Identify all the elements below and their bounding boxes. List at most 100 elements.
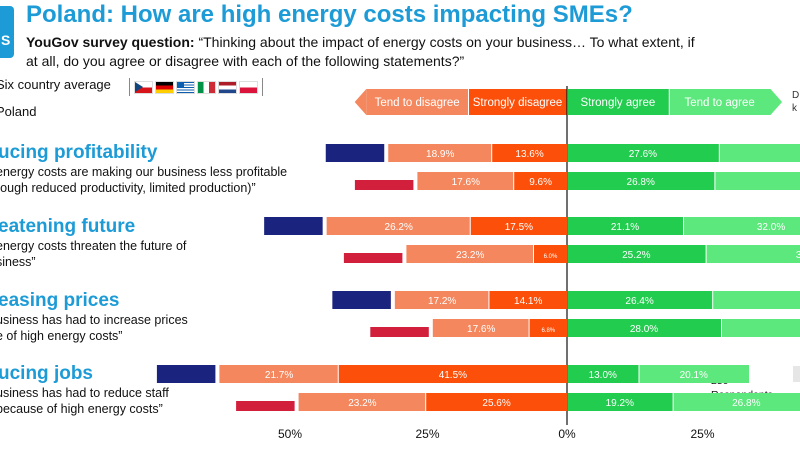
- label-tend-disagree: 21.7%: [265, 370, 293, 381]
- poland-marker: [343, 253, 403, 263]
- dutch-flag-icon: [219, 81, 236, 93]
- label-strongly-agree: 28.0%: [630, 324, 658, 335]
- category-title-future: eatening future: [0, 216, 136, 237]
- bar-strongly-agree: [568, 245, 706, 263]
- bar-strongly-disagree: [529, 319, 567, 337]
- six-country-marker: [264, 217, 323, 235]
- page-title: Poland: How are high energy costs impact…: [26, 1, 633, 28]
- six-country-marker: [156, 365, 216, 383]
- bar-strongly-agree: [568, 144, 719, 162]
- label-strongly-disagree: 6.0%: [544, 254, 558, 260]
- bar-tend-disagree: [394, 291, 489, 309]
- bar-tend-disagree: [432, 319, 529, 337]
- label-strongly-disagree: 25.6%: [482, 398, 510, 409]
- label-tend-disagree: 26.2%: [385, 222, 413, 233]
- bar-strongly-agree: [568, 319, 721, 337]
- bar-tend-agree: [706, 245, 800, 263]
- header-tend-disagree: [366, 89, 468, 115]
- italian-flag-icon: [198, 81, 215, 93]
- label-strongly-agree: 27.6%: [629, 149, 657, 160]
- respondents-note: 250 Respondents: [711, 375, 773, 401]
- german-flag-icon: [156, 81, 173, 93]
- legend-poland: Poland: [0, 104, 36, 119]
- poland-marker: [236, 401, 295, 411]
- bar-strongly-disagree: [534, 245, 567, 263]
- side-tab: [793, 219, 800, 235]
- label-strongly-disagree: 6.8%: [541, 328, 555, 334]
- side-tab: [793, 246, 800, 262]
- flag-list: [129, 78, 263, 96]
- x-tick-label: 25%: [690, 427, 714, 441]
- label-strongly-disagree: 41.5%: [439, 370, 467, 381]
- legend-poland-label: Poland: [0, 104, 37, 119]
- bar-strongly-agree: [568, 393, 673, 411]
- label-tend-disagree: 17.6%: [452, 177, 480, 188]
- bar-tend-disagree: [406, 245, 533, 263]
- bar-strongly-disagree: [489, 291, 567, 309]
- bar-tend-agree: [722, 319, 800, 337]
- bar-strongly-disagree: [338, 365, 567, 383]
- category-desc-prices: usiness has had to increase prices e of …: [0, 313, 188, 343]
- bar-tend-disagree: [298, 393, 426, 411]
- category-title-prices: easing prices: [0, 290, 120, 311]
- category-desc-future: energy costs threaten the future of sine…: [0, 239, 187, 269]
- x-tick-label: 25%: [415, 427, 439, 441]
- poland-marker: [370, 327, 429, 337]
- poland-marker: [354, 180, 414, 190]
- side-tab: [793, 146, 800, 162]
- bar-tend-disagree: [417, 172, 514, 190]
- bar-tend-agree: [719, 144, 800, 162]
- label-strongly-agree: 13.0%: [589, 370, 617, 381]
- header-strongly-agree: [568, 89, 669, 115]
- question-label: YouGov survey question:: [26, 34, 195, 50]
- label-tend-disagree: 17.6%: [467, 324, 495, 335]
- czech-flag-icon: [135, 81, 152, 93]
- bar-tend-agree: [684, 217, 800, 235]
- legend-six-country-label: Six country average: [0, 77, 111, 92]
- header-label-strongly-agree: Strongly agree: [580, 97, 655, 109]
- header-label-tend-agree: Tend to agree: [684, 97, 754, 109]
- category-desc-profitability: energy costs are making our business les…: [0, 165, 288, 195]
- header-tend-agree: [669, 89, 771, 115]
- bar-tend-agree: [715, 172, 800, 190]
- bar-strongly-agree: [568, 291, 713, 309]
- greek-flag-icon: [177, 81, 194, 93]
- survey-question: YouGov survey question: “Thinking about …: [26, 33, 706, 71]
- side-tab: [793, 366, 800, 382]
- side-tab: [793, 172, 800, 188]
- label-tend-disagree: 23.2%: [348, 398, 376, 409]
- label-tend-agree: 20.1%: [680, 370, 708, 381]
- polish-flag-icon: [240, 81, 257, 93]
- bar-strongly-agree: [568, 217, 684, 235]
- bar-strongly-agree: [568, 365, 639, 383]
- legend-six-country: Six country average: [0, 77, 111, 92]
- six-country-marker: [332, 291, 391, 309]
- label-strongly-agree: 25.2%: [622, 250, 650, 261]
- side-tab: [793, 320, 800, 336]
- bar-tend-agree: [713, 291, 800, 309]
- side-tab: [793, 293, 800, 309]
- bar-tend-disagree: [219, 365, 338, 383]
- question-text: “Thinking about the impact of energy cos…: [26, 34, 695, 69]
- left-arrow-icon: [354, 89, 367, 115]
- x-tick-label: 0%: [558, 427, 576, 441]
- bar-tend-disagree: [388, 144, 492, 162]
- bar-strongly-disagree: [514, 172, 567, 190]
- label-strongly-disagree: 17.5%: [505, 222, 533, 233]
- label-strongly-disagree: 13.6%: [515, 149, 543, 160]
- label-strongly-agree: 21.1%: [611, 222, 639, 233]
- header-label-strongly-disagree: Strongly disagree: [473, 97, 563, 109]
- label-strongly-disagree: 9.6%: [529, 177, 552, 188]
- bar-strongly-disagree: [492, 144, 567, 162]
- yougov-logo: S: [0, 6, 14, 58]
- header-label-tend-disagree: Tend to disagree: [375, 97, 460, 109]
- header-strongly-disagree: [469, 89, 567, 115]
- bar-strongly-disagree: [426, 393, 567, 411]
- label-tend-disagree: 18.9%: [426, 149, 454, 160]
- label-strongly-agree: 26.8%: [627, 177, 655, 188]
- label-strongly-agree: 19.2%: [606, 398, 634, 409]
- category-title-profitability: ucing profitability: [0, 142, 158, 163]
- bar-strongly-agree: [568, 172, 715, 190]
- six-country-marker: [325, 144, 385, 162]
- label-strongly-disagree: 14.1%: [514, 296, 542, 307]
